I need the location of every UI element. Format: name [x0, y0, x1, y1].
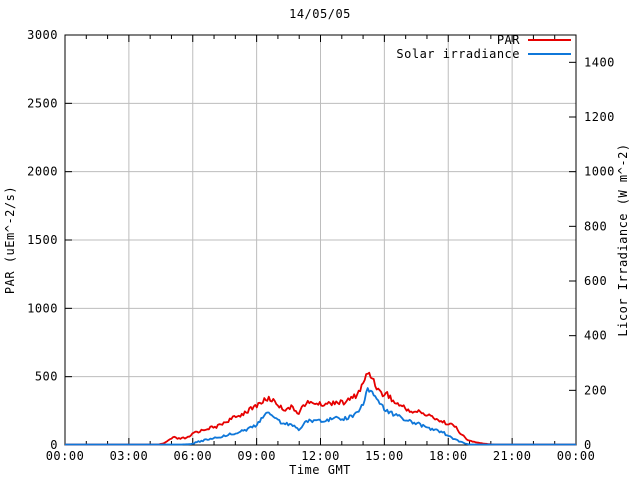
x-tick-label: 09:00: [237, 449, 276, 463]
y-right-tick-label: 400: [584, 329, 607, 343]
y-axis-right-label: Licor Irradiance (W m^-2): [616, 143, 630, 336]
x-tick-label: 00:00: [557, 449, 596, 463]
solar-series-line: [65, 387, 576, 446]
y-left-tick-label: 2000: [27, 165, 58, 179]
x-tick-label: 00:00: [46, 449, 85, 463]
y-left-tick-label: 2500: [27, 96, 58, 110]
y-left-tick-label: 3000: [27, 28, 58, 42]
y-right-tick-label: 0: [584, 438, 592, 452]
x-tick-label: 06:00: [173, 449, 212, 463]
y-left-tick-label: 1500: [27, 233, 58, 247]
y-right-tick-label: 200: [584, 383, 607, 397]
x-axis-label: Time GMT: [289, 463, 351, 477]
x-tick-label: 18:00: [429, 449, 468, 463]
y-left-tick-label: 0: [50, 438, 58, 452]
y-right-tick-label: 1400: [584, 55, 615, 69]
legend-label-par: PAR: [497, 33, 520, 47]
x-tick-label: 15:00: [365, 449, 404, 463]
x-tick-label: 03:00: [110, 449, 149, 463]
chart-title: 14/05/05: [289, 7, 351, 21]
y-right-tick-label: 800: [584, 219, 607, 233]
plot-border: [64, 34, 577, 446]
y-left-tick-label: 500: [35, 370, 58, 384]
y-right-tick-label: 1200: [584, 110, 615, 124]
y-right-tick-label: 600: [584, 274, 607, 288]
y-axis-left-label: PAR (uEm^-2/s): [3, 186, 17, 294]
y-right-tick-label: 1000: [584, 165, 615, 179]
plot-area: 00:00 03:00 06:00 09:00 12:00 15:00 18:00 21:00…: [27, 28, 615, 463]
y-left-tick-label: 1000: [27, 301, 58, 315]
x-tick-label: 12:00: [301, 449, 340, 463]
x-tick-label: 21:00: [493, 449, 532, 463]
legend-label-solar: Solar irradiance: [396, 47, 520, 61]
